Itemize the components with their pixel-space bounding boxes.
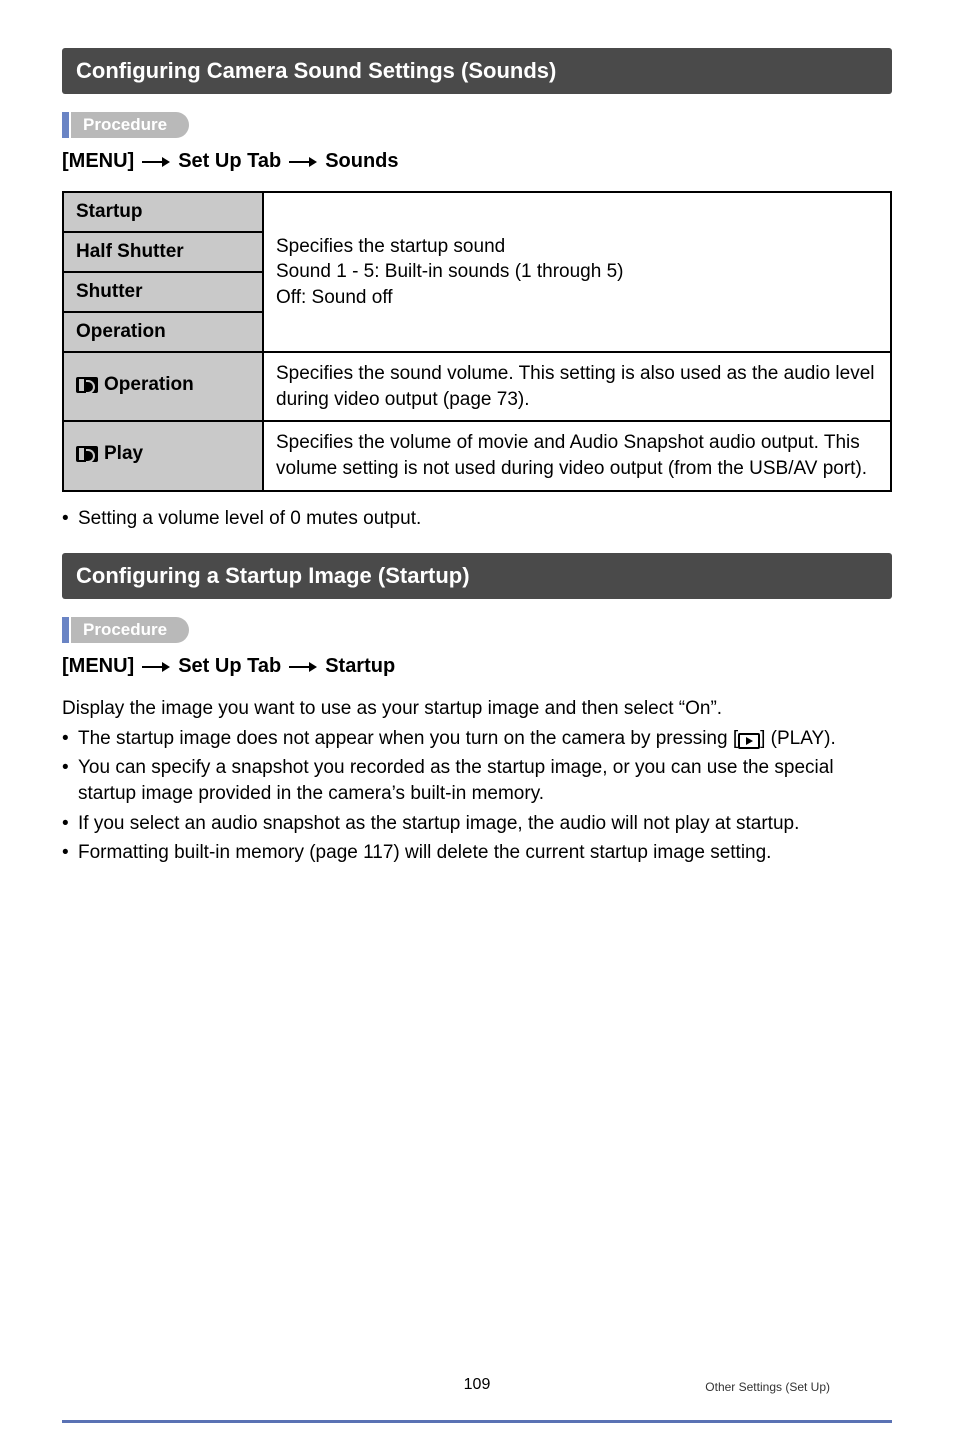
row-header-play-vol: Play xyxy=(63,421,263,490)
section-title-sounds: Configuring Camera Sound Settings (Sound… xyxy=(62,48,892,94)
menu-path-part: Set Up Tab xyxy=(178,150,281,173)
note-item: If you select an audio snapshot as the s… xyxy=(62,811,892,837)
note-item: Setting a volume level of 0 mutes output… xyxy=(62,506,892,532)
table-row: Startup Specifies the startup sound Soun… xyxy=(63,192,891,232)
table-row: Operation Specifies the sound volume. Th… xyxy=(63,352,891,421)
note-text-a: The startup image does not appear when y… xyxy=(78,728,738,749)
row-header-startup: Startup xyxy=(63,192,263,232)
menu-path-part: Set Up Tab xyxy=(178,655,281,678)
arrow-icon xyxy=(289,156,317,168)
arrow-icon xyxy=(142,661,170,673)
section-title-startup: Configuring a Startup Image (Startup) xyxy=(62,553,892,599)
menu-path-sounds: [MENU] Set Up Tab Sounds xyxy=(62,150,892,173)
footer-rule xyxy=(62,1420,892,1423)
note-text-b: ] (PLAY). xyxy=(760,728,836,749)
cell-play-vol: Specifies the volume of movie and Audio … xyxy=(263,421,891,490)
row-header-operation: Operation xyxy=(63,312,263,352)
procedure-accent-bar xyxy=(62,112,69,138)
arrow-icon xyxy=(142,156,170,168)
footer-section-label: Other Settings (Set Up) xyxy=(705,1380,830,1394)
page-footer: 109 Other Settings (Set Up) xyxy=(62,1376,892,1423)
row-header-half-shutter: Half Shutter xyxy=(63,232,263,272)
play-icon xyxy=(738,733,760,749)
menu-path-part: Startup xyxy=(325,655,395,678)
procedure-label: Procedure xyxy=(71,112,189,138)
menu-path-part: [MENU] xyxy=(62,655,134,678)
cell-startup-group: Specifies the startup sound Sound 1 - 5:… xyxy=(263,192,891,352)
row-header-text: Play xyxy=(104,443,143,465)
notes-list: Setting a volume level of 0 mutes output… xyxy=(62,506,892,532)
startup-notes-list: The startup image does not appear when y… xyxy=(62,726,892,866)
menu-path-startup: [MENU] Set Up Tab Startup xyxy=(62,655,892,678)
startup-body: Display the image you want to use as you… xyxy=(62,696,892,722)
note-item: The startup image does not appear when y… xyxy=(62,726,892,752)
row-header-text: Operation xyxy=(104,374,194,396)
menu-path-part: [MENU] xyxy=(62,150,134,173)
procedure-badge-row: Procedure xyxy=(62,617,892,643)
row-header-operation-vol: Operation xyxy=(63,352,263,421)
sounds-table: Startup Specifies the startup sound Soun… xyxy=(62,191,892,492)
procedure-badge-row: Procedure xyxy=(62,112,892,138)
note-item: Formatting built-in memory (page 117) wi… xyxy=(62,840,892,866)
cell-operation-vol: Specifies the sound volume. This setting… xyxy=(263,352,891,421)
speaker-icon xyxy=(76,377,98,393)
menu-path-part: Sounds xyxy=(325,150,398,173)
procedure-label: Procedure xyxy=(71,617,189,643)
arrow-icon xyxy=(289,661,317,673)
table-row: Play Specifies the volume of movie and A… xyxy=(63,421,891,490)
procedure-accent-bar xyxy=(62,617,69,643)
speaker-icon xyxy=(76,446,98,462)
note-item: You can specify a snapshot you recorded … xyxy=(62,755,892,806)
row-header-shutter: Shutter xyxy=(63,272,263,312)
